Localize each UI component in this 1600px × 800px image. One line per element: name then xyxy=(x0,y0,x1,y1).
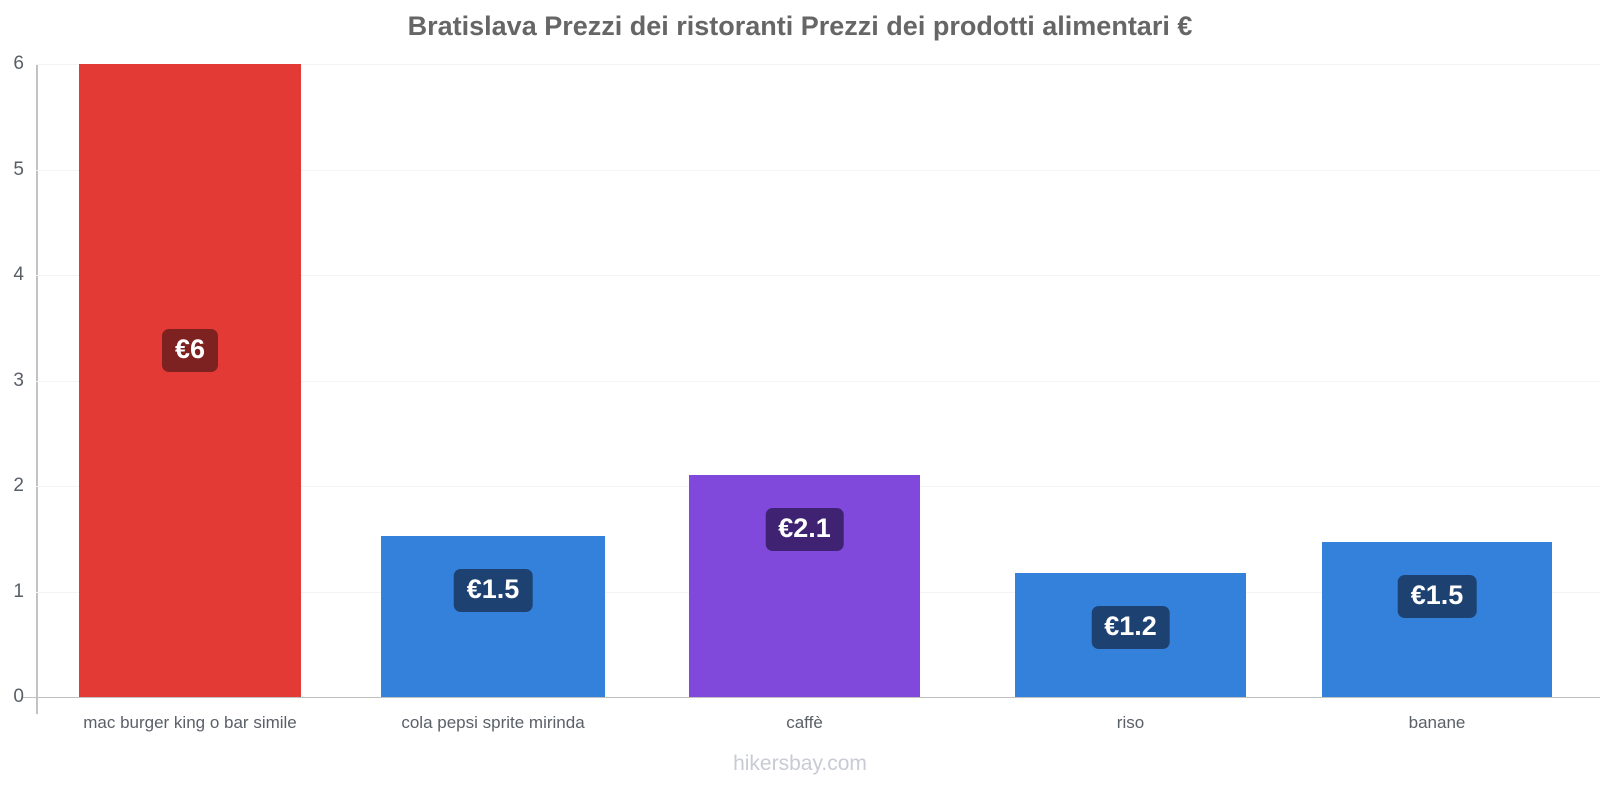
bar[interactable]: €6 xyxy=(79,64,301,697)
gridline-6 xyxy=(36,64,1600,65)
bar[interactable]: €1.5 xyxy=(1322,541,1552,697)
x-tick-label: cola pepsi sprite mirinda xyxy=(401,713,585,732)
gridline-5 xyxy=(36,169,1600,171)
x-tick-label: mac burger king o bar simile xyxy=(83,713,297,732)
x-tick-label: banane xyxy=(1408,713,1466,732)
bar-value-label: €1.2 xyxy=(1091,605,1170,649)
y-tick-label: 4 xyxy=(13,264,24,285)
gridline-4 xyxy=(36,275,1600,276)
y-tick-label: 6 xyxy=(13,53,24,74)
bar-value-label: €2.1 xyxy=(765,508,844,552)
footer-credit: hikersbay.com xyxy=(733,752,867,775)
y-tick-label: 3 xyxy=(13,369,24,391)
y-tick-label: 0 xyxy=(13,686,24,707)
x-tick-label: caffè xyxy=(786,713,823,732)
bar-value-label: €6 xyxy=(161,329,219,372)
gridline-0 xyxy=(22,697,1600,698)
bar-value-label: €1.5 xyxy=(453,568,533,612)
bar[interactable]: €1.2 xyxy=(1015,572,1246,697)
y-tick-label: 5 xyxy=(13,158,24,180)
x-tick-label: riso xyxy=(1116,713,1145,732)
gridline-3 xyxy=(36,380,1600,382)
bar[interactable]: €2.1 xyxy=(689,475,920,697)
y-tick-label: 2 xyxy=(13,475,24,496)
chart-title: Bratislava Prezzi dei ristoranti Prezzi … xyxy=(407,11,1193,41)
y-tick-label: 1 xyxy=(13,580,24,602)
y-axis-line xyxy=(36,64,38,714)
bar[interactable]: €1.5 xyxy=(381,535,605,697)
bar-value-label: €1.5 xyxy=(1397,574,1477,618)
